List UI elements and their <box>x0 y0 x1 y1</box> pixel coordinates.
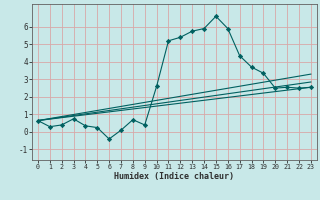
X-axis label: Humidex (Indice chaleur): Humidex (Indice chaleur) <box>115 172 234 181</box>
